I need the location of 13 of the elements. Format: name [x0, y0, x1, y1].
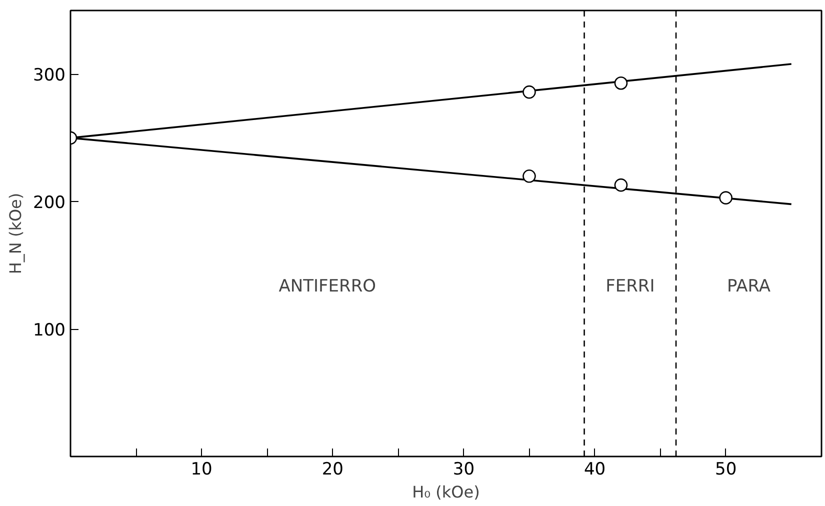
x-axis-title: H₀ (kOe): [412, 482, 480, 502]
x-tick-label: 10: [190, 460, 212, 480]
annotation: PARA: [726, 276, 771, 296]
x-tick-label: 20: [322, 460, 344, 480]
x-tick-label: 30: [452, 460, 475, 480]
y-tick-label: 300: [33, 66, 66, 86]
x-tick-label: 50: [715, 460, 737, 480]
y-tick-label: 100: [33, 320, 66, 341]
y-tick-label: 200: [33, 193, 66, 214]
annotation: ANTIFERRO: [278, 276, 376, 296]
x-tick-label: 40: [584, 460, 606, 480]
y-axis-title: H_N (kOe): [6, 192, 26, 274]
annotation: FERRI: [606, 276, 655, 296]
